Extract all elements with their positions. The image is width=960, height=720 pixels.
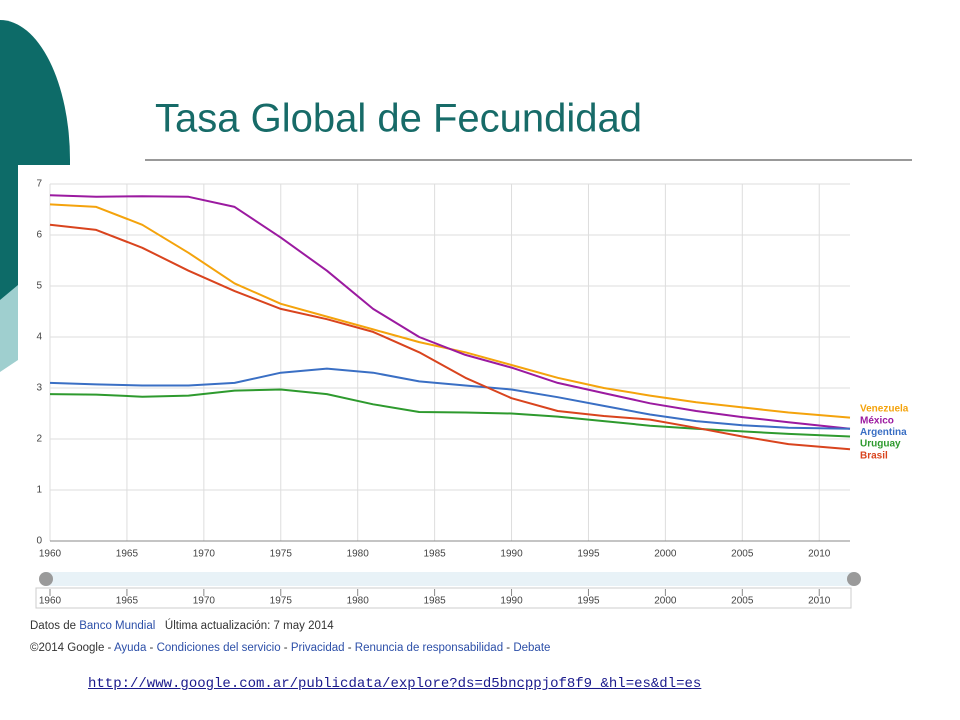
slide-title: Tasa Global de Fecundidad <box>155 97 642 141</box>
source-url[interactable]: http://www.google.com.ar/publicdata/expl… <box>88 676 702 692</box>
y-tick-label: 7 <box>36 179 42 190</box>
x-tick-label: 1985 <box>423 549 446 560</box>
slider-tick-label: 1985 <box>423 596 446 607</box>
x-tick-label: 1965 <box>116 549 139 560</box>
slider-tick-label: 2010 <box>808 596 831 607</box>
slider-tick-label: 1975 <box>270 596 293 607</box>
attribution: Datos de Banco Mundial Última actualizac… <box>30 620 334 632</box>
legend-label: Brasil <box>860 450 888 461</box>
series-line <box>49 194 851 430</box>
x-tick-label: 1960 <box>39 549 62 560</box>
y-tick-label: 4 <box>36 332 42 343</box>
attribution-prefix: Datos de <box>30 620 77 632</box>
legend-label: Uruguay <box>860 439 901 450</box>
decor-shape <box>0 285 18 372</box>
x-tick-label: 1995 <box>577 549 600 560</box>
y-tick-label: 3 <box>36 383 42 394</box>
x-tick-label: 1980 <box>347 549 370 560</box>
y-tick-label: 0 <box>36 536 42 547</box>
slider-tick-label: 1965 <box>116 596 139 607</box>
legend-label: Venezuela <box>860 404 909 415</box>
slider-tick-label: 1980 <box>347 596 370 607</box>
y-tick-label: 2 <box>36 434 42 445</box>
series-line <box>49 203 851 419</box>
y-tick-label: 1 <box>36 485 42 496</box>
y-tick-label: 6 <box>36 230 42 241</box>
source-link[interactable]: Banco Mundial <box>79 620 156 632</box>
slider-axis <box>35 587 852 609</box>
footer-link[interactable]: Ayuda <box>113 642 147 654</box>
legend-label: México <box>860 415 894 426</box>
series-line <box>49 367 851 430</box>
y-tick-label: 5 <box>36 281 42 292</box>
footer-link[interactable]: Renuncia de responsabilidad <box>354 642 504 654</box>
slider-tick-label: 2005 <box>731 596 754 607</box>
x-tick-label: 1975 <box>270 549 293 560</box>
footer-link[interactable]: Privacidad <box>290 642 345 654</box>
slider-tick-label: 2000 <box>654 596 677 607</box>
copyright: ©2014 Google <box>30 642 105 654</box>
slider-track <box>44 572 856 586</box>
update-date: Última actualización: 7 may 2014 <box>164 620 334 632</box>
slider-handle[interactable] <box>39 572 53 586</box>
slider-tick-label: 1990 <box>500 596 523 607</box>
footer-link[interactable]: Debate <box>513 642 551 654</box>
slider-tick-label: 1970 <box>193 596 216 607</box>
x-tick-label: 2005 <box>731 549 754 560</box>
x-tick-label: 1970 <box>193 549 216 560</box>
legend-label: Argentina <box>860 427 907 438</box>
google-footer: ©2014 Google - Ayuda - Condiciones del s… <box>30 642 551 654</box>
x-tick-label: 1990 <box>500 549 523 560</box>
slider-tick-label: 1960 <box>39 596 62 607</box>
series-line <box>49 223 851 451</box>
footer-link[interactable]: Condiciones del servicio <box>156 642 281 654</box>
x-tick-label: 2010 <box>808 549 831 560</box>
x-tick-label: 2000 <box>654 549 677 560</box>
slider-handle[interactable] <box>847 572 861 586</box>
slider-tick-label: 1995 <box>577 596 600 607</box>
